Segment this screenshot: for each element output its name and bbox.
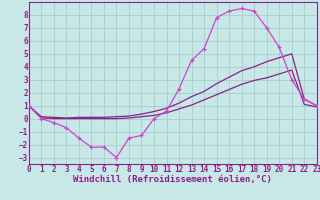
X-axis label: Windchill (Refroidissement éolien,°C): Windchill (Refroidissement éolien,°C) <box>73 175 272 184</box>
